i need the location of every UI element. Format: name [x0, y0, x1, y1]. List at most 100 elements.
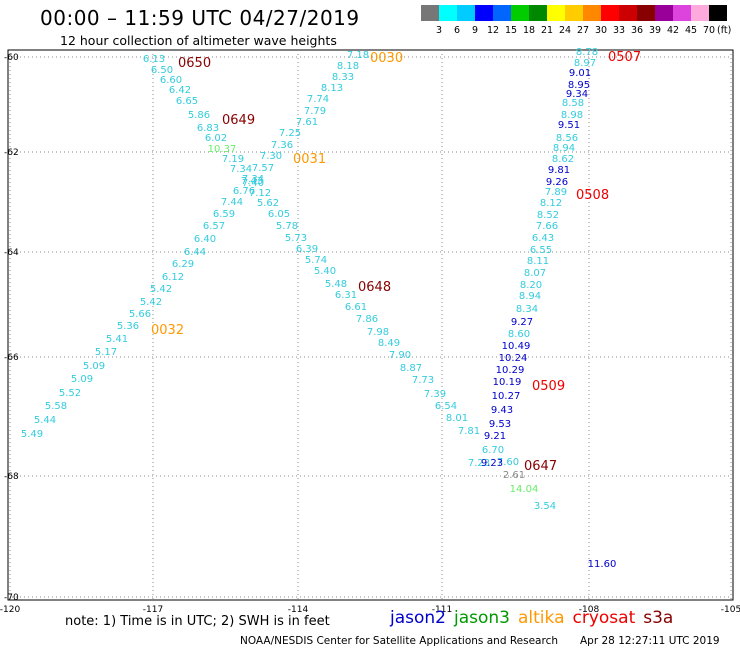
wave-height-value: 7.86 [356, 314, 378, 325]
wave-height-value: 5.48 [325, 279, 347, 290]
colorbar-label: 9 [471, 25, 479, 36]
wave-height-value: 6.65 [176, 96, 198, 107]
wave-height-value: 8.13 [321, 83, 343, 94]
wave-height-value: 6.60 [160, 75, 182, 86]
wave-height-value: 5.41 [106, 334, 128, 345]
wave-height-value: 9.21 [484, 431, 506, 442]
wave-height-value: 6.59 [213, 209, 235, 220]
wave-height-value: 10.29 [496, 365, 525, 376]
wave-height-value: 6.44 [184, 247, 206, 258]
colorbar-label: 39 [648, 25, 662, 36]
pass-time-label: 0031 [293, 152, 326, 167]
wave-height-value: 7.73 [412, 375, 434, 386]
wave-height-value: 7.18 [347, 50, 369, 61]
wave-height-value: 8.58 [562, 98, 584, 109]
wave-height-value: 6.29 [172, 259, 194, 270]
colorbar-swatch [583, 5, 601, 21]
wave-height-value: 7.34 [242, 174, 264, 185]
lon-tick-label: -120 [0, 605, 20, 615]
wave-height-value: 8.52 [537, 210, 559, 221]
wave-height-value: 7.43 [241, 176, 263, 187]
wave-height-value: 6.50 [151, 65, 173, 76]
wave-height-value: 7.19 [222, 154, 244, 165]
wave-height-value: 6.61 [345, 302, 367, 313]
wave-height-value: 8.12 [540, 198, 562, 209]
legend-entry-cryosat: cryosat [572, 608, 636, 628]
wave-height-value: 9.53 [489, 419, 511, 430]
lat-tick-label: -68 [4, 472, 19, 482]
wave-height-value: 8.01 [446, 413, 468, 424]
map-frame [7, 49, 734, 601]
wave-height-value: 6.76 [233, 186, 255, 197]
wave-height-value: 5.58 [45, 401, 67, 412]
wave-height-value: 10.19 [493, 377, 522, 388]
colorbar-label: 36 [630, 25, 644, 36]
wave-height-value: 7.34 [230, 164, 252, 175]
colorbar-swatch [439, 5, 457, 21]
colorbar-label: 12 [486, 25, 500, 36]
wave-height-value: 7.98 [367, 327, 389, 338]
wave-height-value: 7.30 [260, 151, 282, 162]
pass-time-label: 0509 [532, 379, 565, 394]
wave-height-value: 6.40 [194, 234, 216, 245]
wave-height-value: 7.60 [497, 457, 519, 468]
pass-time-label: 0647 [524, 459, 557, 474]
pass-time-label: 0508 [576, 188, 609, 203]
wave-height-value: 8.94 [553, 143, 575, 154]
credit-line: NOAA/NESDIS Center for Satellite Applica… [240, 635, 558, 647]
wave-height-value: 7.89 [545, 187, 567, 198]
wave-height-value: 6.12 [162, 272, 184, 283]
wave-height-value: 8.87 [400, 363, 422, 374]
wave-height-value: 9.34 [566, 89, 588, 100]
wave-height-value: 5.42 [150, 284, 172, 295]
wave-height-value: 7.23 [468, 458, 490, 469]
wave-height-value: 9.43 [491, 405, 513, 416]
colorbar-swatch [511, 5, 529, 21]
wave-height-value: 6.02 [205, 133, 227, 144]
colorbar-label: 15 [504, 25, 518, 36]
wave-height-value: 5.73 [285, 233, 307, 244]
lat-tick-label: -62 [4, 148, 19, 158]
wave-height-value: 9.81 [548, 165, 570, 176]
wave-height-value: 7.79 [304, 106, 326, 117]
wave-height-value: 7.57 [252, 163, 274, 174]
pass-time-label: 0650 [178, 56, 211, 71]
page-title: 00:00 – 11:59 UTC 04/27/2019 [40, 6, 360, 30]
wave-height-value: 5.09 [71, 374, 93, 385]
wave-height-value: 8.56 [556, 133, 578, 144]
wave-height-value: 8.07 [524, 268, 546, 279]
wave-height-value: 6.57 [203, 221, 225, 232]
wave-height-value: 9.01 [569, 68, 591, 79]
wave-height-value: 5.62 [257, 198, 279, 209]
wave-height-value: 9.26 [546, 177, 568, 188]
colorbar-unit: (ft) [717, 25, 732, 36]
footnote: note: 1) Time is in UTC; 2) SWH is in fe… [65, 614, 330, 629]
wave-height-value: 5.17 [95, 347, 117, 358]
wave-height-value: 9.51 [558, 120, 580, 131]
colorbar-swatch [601, 5, 619, 21]
lat-tick-label: -70 [4, 593, 19, 603]
wave-height-value: 6.39 [296, 244, 318, 255]
wave-height-value: 7.61 [296, 117, 318, 128]
lon-tick-label: -111 [432, 605, 452, 615]
wave-height-value: 7.40 [242, 178, 264, 189]
lon-tick-label: -105 [721, 605, 740, 615]
colorbar-swatch [529, 5, 547, 21]
wave-height-value: 8.78 [576, 47, 598, 58]
colorbar-swatch [637, 5, 655, 21]
wave-height-value: 7.36 [271, 140, 293, 151]
lon-tick-label: -117 [143, 605, 163, 615]
legend-entry-s3a: s3a [643, 608, 674, 628]
colorbar-swatch [475, 5, 493, 21]
wave-height-value: 5.44 [34, 415, 56, 426]
page-subtitle: 12 hour collection of altimeter wave hei… [60, 33, 337, 48]
wave-height-value: 7.44 [221, 197, 243, 208]
colorbar-swatch [691, 5, 709, 21]
colorbar-swatch [619, 5, 637, 21]
wave-height-value: 7.74 [307, 94, 329, 105]
wave-height-value: 8.60 [508, 329, 530, 340]
wave-height-value: 8.97 [574, 58, 596, 69]
wave-height-value: 6.70 [482, 445, 504, 456]
wave-height-value: 6.13 [143, 54, 165, 65]
legend-entry-jason3: jason3 [454, 608, 510, 628]
